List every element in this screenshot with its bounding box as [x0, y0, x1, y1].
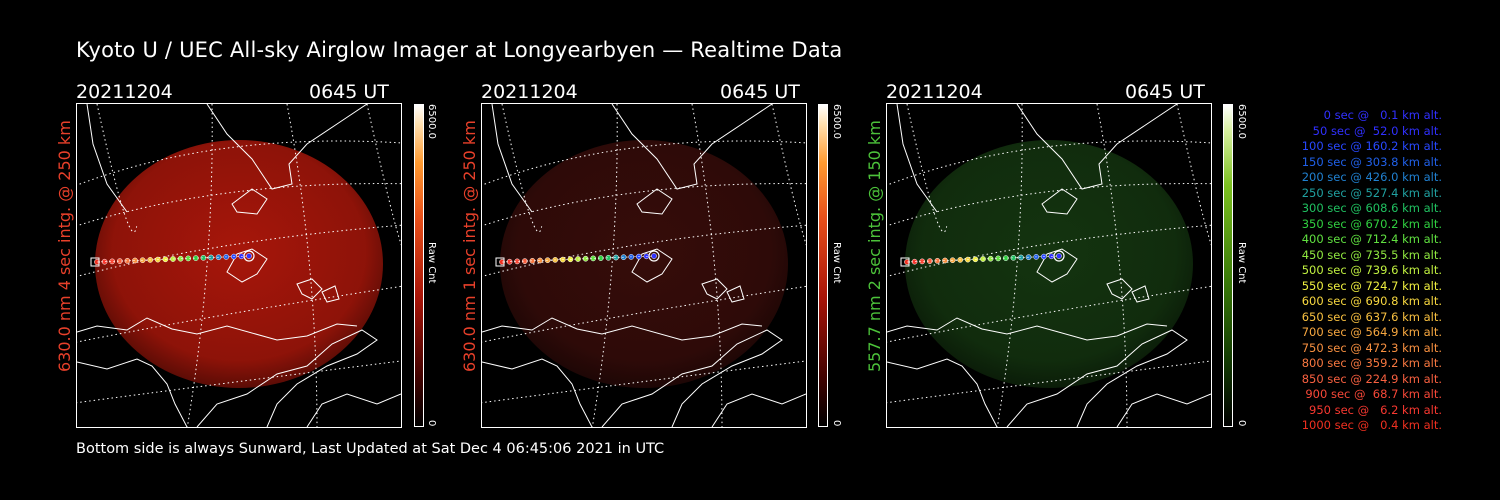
panel-side-label: 630.0 nm 4 sec intg. @ 250 km [55, 120, 74, 372]
allsky-image[interactable] [481, 103, 807, 428]
panel-date: 20211204 [481, 81, 578, 103]
legend-row: 800 sec @ 359.2 km alt. [1301, 356, 1442, 370]
legend-row: 0 sec @ 0.1 km alt. [1323, 108, 1442, 122]
colorbar-max-label: 6500.0 [1236, 104, 1247, 139]
legend-row: 1000 sec @ 0.4 km alt. [1301, 418, 1442, 432]
panel-date: 20211204 [886, 81, 983, 103]
legend-row: 650 sec @ 637.6 km alt. [1301, 309, 1442, 324]
colorbar-max-label: 6500.0 [831, 104, 842, 139]
panel-side-label: 557.7 nm 2 sec intg. @ 150 km [865, 120, 884, 372]
airglow-field [95, 140, 383, 388]
legend-row: 150 sec @ 303.8 km alt. [1301, 154, 1442, 169]
station-marker [648, 250, 660, 262]
legend-row: 100 sec @ 160.2 km alt. [1301, 139, 1442, 153]
panel-date: 20211204 [76, 81, 173, 103]
legend-row: 450 sec @ 735.5 km alt. [1301, 247, 1442, 262]
legend-row: 300 sec @ 608.6 km alt. [1301, 201, 1442, 215]
station-marker [1053, 250, 1065, 262]
colorbar-max-label: 6500.0 [426, 104, 437, 139]
colorbar-unit-label: Raw Cnt [1236, 242, 1247, 284]
legend-row: 600 sec @ 690.8 km alt. [1301, 294, 1442, 308]
allsky-image[interactable] [76, 103, 402, 428]
trajectory-point [246, 253, 252, 259]
legend-row: 750 sec @ 472.3 km alt. [1301, 340, 1442, 355]
colorbar [414, 104, 424, 427]
colorbar [1223, 104, 1233, 427]
trajectory-point [1056, 253, 1062, 259]
station-marker [243, 250, 255, 262]
legend-row: 200 sec @ 426.0 km alt. [1301, 170, 1442, 184]
legend-row: 350 sec @ 670.2 km alt. [1301, 216, 1442, 231]
panel-side-label: 630.0 nm 1 sec intg. @ 250 km [460, 120, 479, 372]
colorbar-unit-label: Raw Cnt [831, 242, 842, 284]
panel-time: 0645 UT [309, 81, 389, 103]
colorbar [818, 104, 828, 427]
colorbar-min-label: 0 [831, 420, 842, 427]
airglow-field [905, 140, 1193, 388]
legend-row: 900 sec @ 68.7 km alt. [1305, 387, 1442, 401]
legend-row: 400 sec @ 712.4 km alt. [1301, 232, 1442, 246]
allsky-image[interactable] [886, 103, 1212, 428]
legend-row: 700 sec @ 564.9 km alt. [1301, 325, 1442, 339]
trajectory-point [651, 253, 657, 259]
panel-time: 0645 UT [1125, 81, 1205, 103]
airglow-field [500, 140, 788, 388]
page-title: Kyoto U / UEC All-sky Airglow Imager at … [76, 38, 843, 62]
panel-time: 0645 UT [720, 81, 800, 103]
legend-row: 500 sec @ 739.6 km alt. [1301, 263, 1442, 277]
trajectory-legend: 0 sec @ 0.1 km alt. 50 sec @ 52.0 km alt.… [1262, 108, 1442, 434]
legend-row: 50 sec @ 52.0 km alt. [1312, 123, 1442, 138]
colorbar-min-label: 0 [1236, 420, 1247, 427]
legend-row: 550 sec @ 724.7 km alt. [1301, 278, 1442, 293]
legend-row: 850 sec @ 224.9 km alt. [1301, 371, 1442, 386]
legend-row: 250 sec @ 527.4 km alt. [1301, 185, 1442, 200]
colorbar-unit-label: Raw Cnt [426, 242, 437, 284]
legend-row: 950 sec @ 6.2 km alt. [1309, 402, 1442, 417]
colorbar-min-label: 0 [426, 420, 437, 427]
footer-note: Bottom side is always Sunward, Last Upda… [76, 441, 665, 457]
